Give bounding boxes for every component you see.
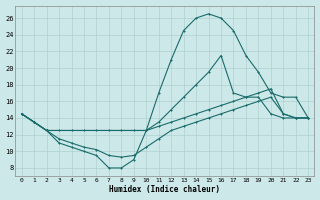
X-axis label: Humidex (Indice chaleur): Humidex (Indice chaleur)	[109, 185, 220, 194]
